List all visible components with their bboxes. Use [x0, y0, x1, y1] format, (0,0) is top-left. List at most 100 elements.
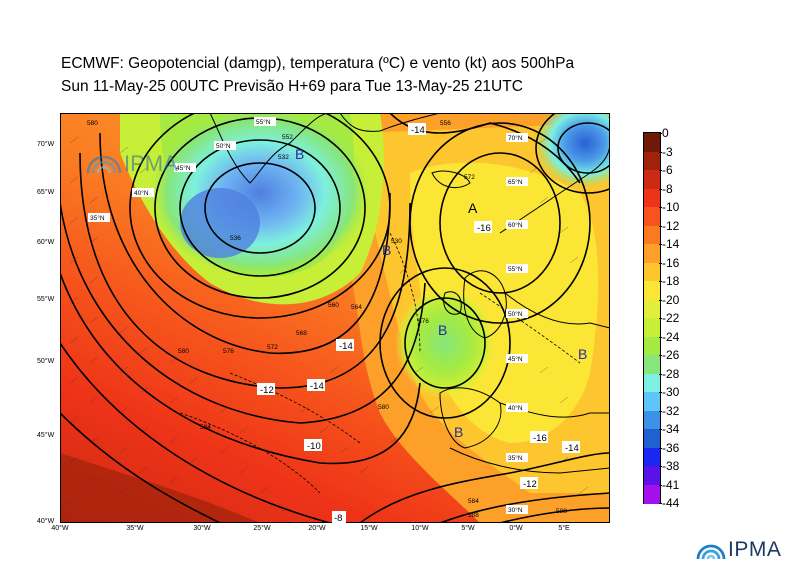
chart-title-line1: ECMWF: Geopotencial (damgp), temperatura… — [61, 55, 575, 72]
colorbar-segment — [644, 373, 660, 393]
colorbar-tick — [659, 373, 662, 375]
inner-lat-label: 50°N — [216, 142, 231, 150]
inner-lat-label: 65°N — [508, 178, 523, 186]
geopot-label: 530 — [391, 238, 402, 245]
geopot-label: 572 — [464, 174, 475, 181]
colorbar-label: -16 — [662, 255, 680, 270]
lat-label: 50°W — [37, 358, 55, 365]
temp-label: -10 — [307, 441, 321, 452]
colorbar-tick — [659, 170, 662, 171]
geopot-label: 552 — [282, 134, 293, 141]
geopot-label: 560 — [328, 302, 339, 309]
colorbar-label: -6 — [662, 163, 673, 177]
inner-lat-label: 55°N — [508, 265, 523, 273]
lat-label: 45°W — [37, 432, 55, 439]
ipma-logo-text: IPMA — [728, 538, 782, 561]
colorbar-tick — [659, 281, 662, 282]
geopot-label: 536 — [230, 235, 241, 242]
colorbar-segment — [644, 207, 660, 226]
lon-label: 40°W — [51, 525, 69, 532]
coastlines — [209, 113, 610, 474]
inner-lat-label: 30°N — [508, 506, 523, 514]
lat-label: 60°W — [37, 239, 55, 246]
colorbar-tick — [659, 484, 662, 486]
colorbar-label: -32 — [662, 403, 680, 418]
ipma-logo-icon — [696, 544, 726, 560]
geopot-label: 572 — [267, 344, 278, 351]
colorbar-segment — [644, 225, 660, 245]
inner-lat-label: 40°N — [508, 404, 523, 412]
colorbar-segment — [644, 188, 660, 208]
lat-label: 65°W — [37, 189, 55, 196]
colorbar-tick — [659, 133, 662, 134]
colorbar-tick — [659, 410, 662, 412]
geopot-label: 584 — [200, 424, 211, 431]
colorbar-label: -18 — [662, 274, 680, 288]
temp-label: -14 — [411, 125, 425, 136]
temperature-isolines — [179, 232, 581, 494]
low-center-label: B — [578, 346, 587, 362]
colorbar-segment — [644, 299, 660, 319]
colorbar-label: -12 — [662, 218, 680, 233]
geopotential-isolines — [60, 113, 610, 523]
lat-label: 40°W — [37, 518, 55, 525]
colorbar-label: -8 — [662, 181, 673, 196]
geopotential-labels: 580 576 572 568 564 560 556 552 536 532 … — [87, 120, 567, 519]
colorbar-label: -3 — [662, 144, 673, 159]
lon-label: 0°W — [509, 525, 523, 532]
lon-label: 5°W — [461, 525, 475, 532]
colorbar-segment — [644, 392, 660, 411]
lon-label: 30°W — [193, 525, 211, 532]
geopot-label: 576 — [418, 318, 429, 325]
colorbar-label: -28 — [662, 366, 680, 381]
colorbar-tick — [659, 503, 662, 504]
temp-label: -12 — [260, 385, 274, 396]
geopot-label: 576 — [223, 348, 234, 355]
colorbar-label: -36 — [662, 440, 680, 455]
lat-label: 70°W — [37, 141, 55, 148]
colorbar-tick — [659, 299, 662, 301]
lon-label: 25°W — [253, 525, 271, 532]
geopot-label: 568 — [296, 330, 307, 337]
colorbar-label: -34 — [662, 422, 680, 436]
colorbar-label: -44 — [662, 496, 680, 510]
geopot-label: 580 — [87, 120, 98, 127]
inner-lat-label: 35°N — [90, 214, 105, 222]
temp-label: -14 — [310, 381, 324, 392]
colorbar-tick — [659, 207, 662, 208]
colorbar-label: -30 — [662, 385, 680, 399]
colorbar-label: -41 — [662, 477, 680, 492]
colorbar-segment — [644, 170, 660, 189]
colorbar-label: -10 — [662, 200, 680, 214]
colorbar-segment — [644, 244, 660, 263]
colorbar — [643, 132, 661, 504]
geopot-label: 580 — [378, 404, 389, 411]
lon-label: 10°W — [411, 525, 429, 532]
colorbar-label: -26 — [662, 348, 680, 362]
geopot-label: 588 — [468, 512, 479, 519]
colorbar-tick — [659, 429, 662, 430]
inner-lat-label: 45°N — [508, 355, 523, 363]
colorbar-segment — [644, 151, 660, 171]
colorbar-segment — [644, 484, 660, 504]
colorbar-tick — [659, 466, 662, 467]
inner-lat-labels: 55°N 50°N 45°N 40°N 35°N 70°N 65°N 60°N … — [88, 117, 528, 514]
colorbar-segment — [644, 355, 660, 374]
low-center-label: B — [382, 242, 391, 258]
colorbar-segment — [644, 410, 660, 430]
colorbar-tick — [659, 225, 662, 227]
colorbar-segment — [644, 318, 660, 337]
low-center-label: B — [454, 424, 463, 440]
weather-map: B B B B B A -12 -14 -14 -16 -16 -12 -10 … — [60, 113, 610, 523]
low-center-label: B — [438, 322, 447, 338]
colorbar-tick — [659, 151, 662, 153]
ipma-logo: IPMA — [696, 538, 781, 562]
colorbar-segment — [644, 466, 660, 485]
colorbar-tick — [659, 318, 662, 319]
lat-label: 55°W — [37, 296, 55, 303]
lon-label: 15°W — [360, 525, 378, 532]
inner-lat-label: 60°N — [508, 221, 523, 229]
colorbar-segment — [644, 336, 660, 356]
temp-label: -12 — [523, 479, 537, 490]
colorbar-label: -22 — [662, 311, 680, 325]
